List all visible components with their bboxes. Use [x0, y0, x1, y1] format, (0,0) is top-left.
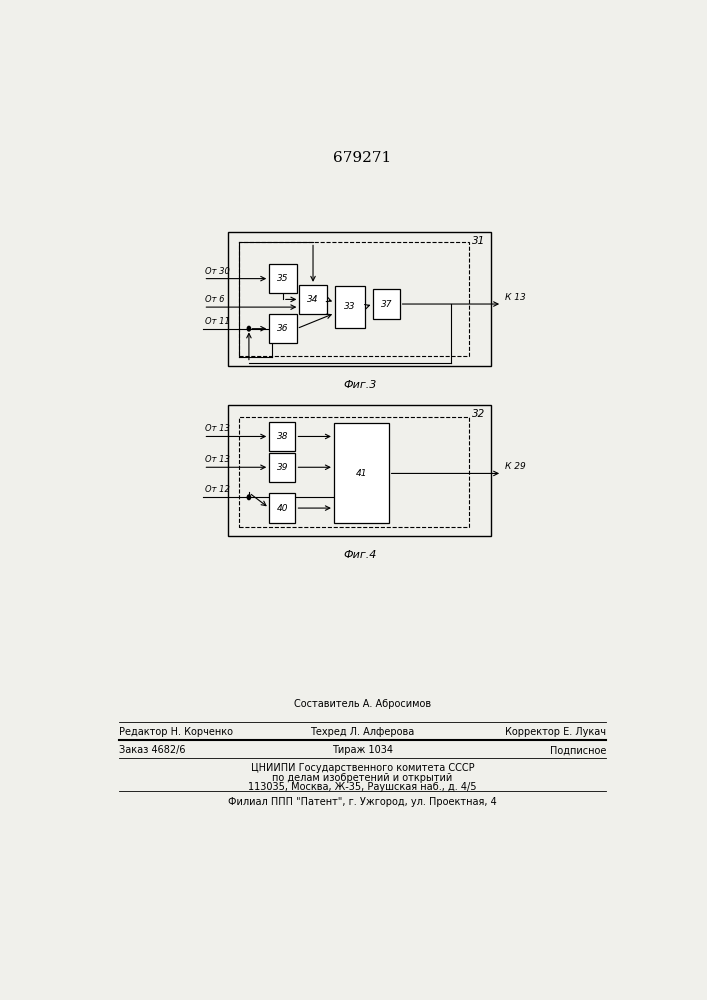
Text: 41: 41	[356, 469, 367, 478]
Text: От 12: От 12	[205, 485, 230, 494]
Text: От 13: От 13	[205, 424, 230, 433]
Bar	[269, 453, 296, 482]
Bar	[335, 286, 365, 328]
Bar	[269, 264, 297, 293]
Text: 679271: 679271	[333, 151, 392, 165]
Bar	[373, 289, 399, 319]
Text: 38: 38	[276, 432, 288, 441]
Text: От 6: От 6	[205, 295, 225, 304]
Bar	[239, 417, 469, 527]
Text: От 11: От 11	[205, 317, 230, 326]
Bar	[228, 232, 491, 366]
Text: К 13: К 13	[505, 293, 525, 302]
Text: Подписное: Подписное	[550, 745, 606, 755]
Text: ЦНИИПИ Государственного комитета СССР: ЦНИИПИ Государственного комитета СССР	[250, 763, 474, 773]
Bar	[269, 422, 296, 451]
Circle shape	[247, 326, 250, 331]
Text: От 30: От 30	[205, 267, 230, 276]
Bar	[299, 285, 327, 314]
Bar	[239, 242, 469, 356]
Text: 35: 35	[277, 274, 288, 283]
Text: Филиал ППП "Патент", г. Ужгород, ул. Проектная, 4: Филиал ППП "Патент", г. Ужгород, ул. Про…	[228, 797, 497, 807]
Text: Корректор Е. Лукач: Корректор Е. Лукач	[506, 727, 606, 737]
Text: Фиг.3: Фиг.3	[343, 380, 376, 390]
Text: Редактор Н. Корченко: Редактор Н. Корченко	[119, 727, 233, 737]
Bar	[334, 423, 389, 523]
Text: Техред Л. Алферова: Техред Л. Алферова	[310, 727, 414, 737]
Text: 37: 37	[380, 300, 392, 309]
Text: 36: 36	[277, 324, 288, 333]
Text: Фиг.4: Фиг.4	[343, 550, 376, 560]
Text: по делам изобретений и открытий: по делам изобретений и открытий	[272, 773, 452, 783]
Text: Тираж 1034: Тираж 1034	[332, 745, 393, 755]
Bar	[269, 314, 297, 343]
Text: 31: 31	[472, 235, 486, 245]
Text: 34: 34	[308, 295, 319, 304]
Text: Составитель А. Абросимов: Составитель А. Абросимов	[294, 699, 431, 709]
Bar	[228, 405, 491, 536]
Text: Заказ 4682/6: Заказ 4682/6	[119, 745, 185, 755]
Text: К 29: К 29	[505, 462, 525, 471]
Bar	[269, 493, 296, 523]
Text: 33: 33	[344, 302, 356, 311]
Text: 39: 39	[276, 463, 288, 472]
Text: 113035, Москва, Ж-35, Раушская наб., д. 4/5: 113035, Москва, Ж-35, Раушская наб., д. …	[248, 782, 477, 792]
Circle shape	[247, 495, 250, 500]
Text: 40: 40	[276, 504, 288, 513]
Text: От 13: От 13	[205, 455, 230, 464]
Text: 32: 32	[472, 409, 486, 419]
